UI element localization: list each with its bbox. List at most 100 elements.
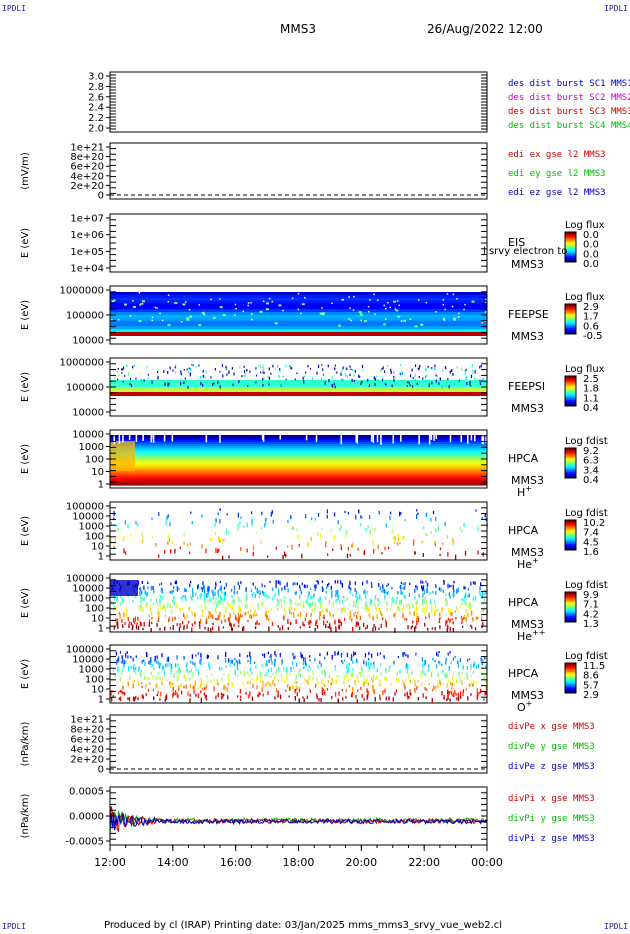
ytick-label-edi-0: 1e+21 <box>70 143 104 154</box>
time-tick-label-0: 12:00 <box>94 856 126 869</box>
ytick-label-edi-3: 4e+20 <box>70 171 104 182</box>
legend-edi-2: edi ez gse l2 MMS3 <box>508 188 606 198</box>
ytick-label-hpca_he-3: 100 <box>85 532 104 543</box>
ytick-label-edi-5: 0 <box>98 191 104 202</box>
panel-desdist: 3.02.82.62.42.22.0 des dist burst SC1 MMS… <box>88 71 630 135</box>
ytick-label-eis-2: 1e+05 <box>70 247 104 258</box>
colorbar-hpca_he <box>564 519 577 551</box>
legend-divpi-0: divPi x gse MMS3 <box>508 794 595 804</box>
ytick-label-desdist-5: 2.0 <box>88 124 104 135</box>
colorbar-feepsi <box>564 375 577 407</box>
colorbar-title-hpca_o: Log fdist <box>565 651 608 662</box>
ytick-label-divpi-0: 0.0005 <box>69 787 104 798</box>
feepsi-spectrogram <box>110 364 487 396</box>
panel-feepse: 1000000 100000 10000 E (eV) FEEPSE MMS3 Log fl… <box>20 285 605 347</box>
instrument-label-eis: EIS <box>508 236 525 249</box>
species-label-hpca_hepp: He++ <box>517 628 545 643</box>
legend-divpi-1: divPi y gse MMS3 <box>508 814 595 824</box>
ytick-label-hpca_he-2: 1000 <box>79 522 104 533</box>
colorbar-tick-hpca_h-1: 6.3 <box>583 456 599 467</box>
ytick-label-edi-2: 6e+20 <box>70 162 104 173</box>
ytick-label-feepsi-2: 10000 <box>72 408 104 419</box>
species-label-hpca_he: He+ <box>517 556 539 571</box>
ytick-label-desdist-3: 2.4 <box>88 103 104 114</box>
ylabel-eis: E (eV) <box>20 228 31 258</box>
feepse-spectrogram <box>110 292 488 336</box>
colorbar-feepse <box>564 303 577 335</box>
panel-divpi: 0.0005 0.0000 -0.0005 (nPa/km) divPi x gse M… <box>20 786 595 848</box>
ytick-label-hpca_hepp-1: 10000 <box>72 584 104 595</box>
datetime-title: 26/Aug/2022 12:00 <box>427 22 543 36</box>
time-tick-label-1: 14:00 <box>157 856 189 869</box>
ytick-label-hpca_hepp-3: 100 <box>85 604 104 615</box>
colorbar-tick-hpca_he-0: 10.2 <box>583 518 605 529</box>
ylabel-feepse: E (eV) <box>20 300 31 330</box>
time-tick-label-2: 16:00 <box>220 856 252 869</box>
corner-label-bl: IPDLI <box>2 922 27 931</box>
legend-desdist-0: des dist burst SC1 MMS1 <box>508 79 630 89</box>
ytick-label-hpca_h-1: 1000 <box>79 442 104 453</box>
ytick-label-divpe-5: 0 <box>98 765 104 776</box>
panel-feepsi: 1000000 100000 10000 E (eV) FEEPSI MMS3 Log fl… <box>20 357 605 419</box>
ytick-label-hpca_h-0: 10000 <box>72 430 104 441</box>
colorbar-tick-hpca_h-0: 9.2 <box>583 446 599 457</box>
ytick-label-edi-4: 2e+20 <box>70 181 104 192</box>
spacecraft-label-eis: MMS3 <box>511 258 544 271</box>
ytick-label-hpca_h-3: 10 <box>91 467 104 478</box>
ytick-label-divpe-1: 8e+20 <box>70 725 104 736</box>
instrument-label-hpca_hepp: HPCA <box>508 596 539 609</box>
colorbar-tick-hpca_hepp-2: 4.2 <box>583 609 599 620</box>
spacecraft-label-hpca_h: MMS3 <box>511 474 544 487</box>
divpi-traces <box>109 806 488 837</box>
ytick-label-feepse-0: 1000000 <box>59 286 104 297</box>
ytick-label-hpca_o-4: 10 <box>91 685 104 696</box>
legend-divpe-0: divPe x gse MMS3 <box>508 722 595 732</box>
colorbar-hpca_h <box>564 447 577 479</box>
ytick-label-hpca_h-4: 1 <box>98 480 104 491</box>
ytick-label-desdist-2: 2.6 <box>88 92 104 103</box>
ytick-label-hpca_o-1: 10000 <box>72 655 104 666</box>
spacecraft-label-hpca_he: MMS3 <box>511 546 544 559</box>
colorbar-title-hpca_he: Log fdist <box>565 508 608 519</box>
ytick-label-hpca_he-1: 10000 <box>72 512 104 523</box>
ytick-label-divpe-2: 6e+20 <box>70 735 104 746</box>
colorbar-title-feepse: Log flux <box>565 292 605 303</box>
legend-edi-1: edi ey gse l2 MMS3 <box>508 169 606 179</box>
corner-label-br: IPDLI <box>604 922 629 931</box>
ytick-label-hpca_he-0: 100000 <box>66 502 104 513</box>
spacecraft-label-hpca_o: MMS3 <box>511 689 544 702</box>
colorbar-tick-eis-1: 0.0 <box>583 240 599 251</box>
ylabel-hpca_hepp: E (eV) <box>20 588 31 618</box>
colorbar-tick-feepsi-3: 0.4 <box>583 403 599 414</box>
legend-desdist-1: des dist burst SC2 MMS2 <box>508 93 630 103</box>
colorbar-tick-eis-3: 0.0 <box>583 259 599 270</box>
colorbar-title-eis: Log flux <box>565 220 605 231</box>
ytick-label-divpi-2: -0.0005 <box>65 837 104 848</box>
divpi-trace-c1 <box>109 812 488 831</box>
ytick-label-feepsi-0: 1000000 <box>59 358 104 369</box>
colorbar-tick-hpca_o-2: 5.7 <box>583 680 599 691</box>
time-axis: 12:00 14:00 16:00 18:00 20:00 22:00 00:00 <box>94 845 503 869</box>
ytick-label-divpi-1: 0.0000 <box>69 812 104 823</box>
instrument-label-hpca_he: HPCA <box>508 524 539 537</box>
footer-text: Produced by cl (IRAP) Printing date: 03/… <box>104 920 503 931</box>
hpca-h-spectrogram <box>110 435 487 486</box>
time-tick-label-6: 00:00 <box>471 856 503 869</box>
ytick-label-hpca_o-0: 100000 <box>66 645 104 656</box>
colorbar-tick-feepse-2: 0.6 <box>583 321 599 332</box>
ytick-label-hpca_o-5: 1 <box>98 695 104 706</box>
colorbar-title-feepsi: Log flux <box>565 364 605 375</box>
ytick-label-desdist-0: 3.0 <box>88 72 104 83</box>
hpca-he-spectrogram <box>110 508 488 560</box>
colorbar-tick-hpca_he-2: 4.5 <box>583 537 599 548</box>
ytick-label-hpca_hepp-4: 10 <box>91 614 104 625</box>
colorbar-tick-feepsi-2: 1.1 <box>583 393 599 404</box>
hpca-o-spectrogram <box>110 651 488 704</box>
time-tick-label-5: 22:00 <box>408 856 440 869</box>
ylabel-divpi: (nPa/km) <box>20 794 31 839</box>
colorbar-tick-feepsi-0: 2.5 <box>583 374 599 385</box>
ytick-label-hpca_he-5: 1 <box>98 552 104 563</box>
